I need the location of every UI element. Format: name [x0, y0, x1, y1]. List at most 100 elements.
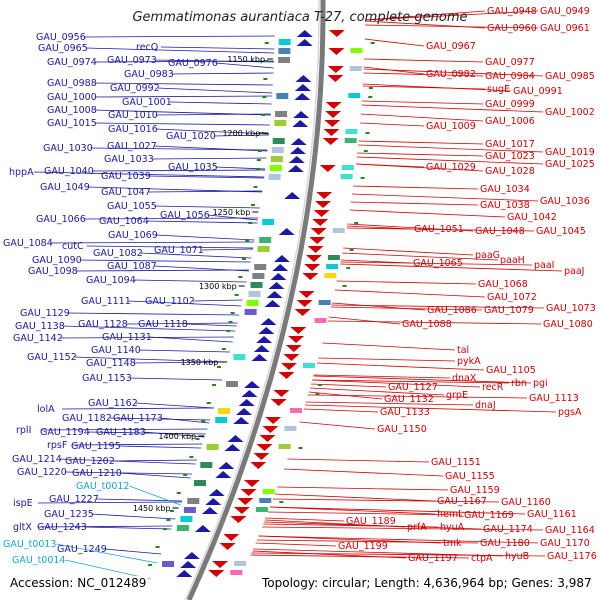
forward-gene-label: GAU_1008	[47, 105, 97, 116]
reverse-gene-label: GAU_1151	[431, 457, 481, 468]
forward-gene-label: GAU_1071	[154, 245, 204, 256]
leader-line	[340, 261, 533, 266]
green-marker	[226, 330, 231, 332]
function-block	[262, 489, 275, 494]
forward-gene-arrow	[284, 192, 301, 199]
reverse-gene-arrow	[328, 30, 345, 37]
leader-line	[155, 113, 271, 116]
leader-line	[85, 47, 275, 54]
forward-gene-label: GAU_1020	[166, 131, 216, 142]
forward-gene-arrow	[287, 165, 304, 172]
forward-gene-arrow	[295, 75, 312, 82]
reverse-gene-arrow	[250, 462, 267, 469]
forward-gene-label: GAU_1027	[107, 141, 157, 152]
reverse-gene-arrow	[310, 228, 327, 235]
function-block	[340, 174, 353, 179]
scale-tick-label: 1250 kbp	[213, 208, 251, 217]
leader-line	[155, 128, 270, 135]
reverse-gene-arrow	[278, 372, 295, 379]
green-marker	[176, 492, 181, 494]
green-marker	[261, 114, 266, 116]
forward-gene-arrow	[208, 489, 225, 496]
reverse-gene-label: paaJ	[564, 266, 584, 277]
scale-tick-label: 1200 kbp	[222, 129, 260, 138]
leader-line	[104, 548, 162, 555]
reverse-gene-arrow	[316, 192, 333, 199]
genome-backbone	[184, 0, 326, 600]
leader-line	[316, 362, 485, 371]
leader-line	[258, 535, 539, 544]
forward-gene-label: GAU_1220	[17, 467, 67, 478]
function-block	[275, 111, 288, 117]
leader-line	[361, 100, 484, 105]
forward-gene-label: GAU_1015	[47, 118, 97, 129]
function-block	[250, 282, 263, 288]
forward-gene-label: lolA	[37, 404, 55, 415]
trna-leader-line	[56, 543, 158, 564]
leader-line	[79, 259, 251, 263]
reverse-gene-label: sugE	[487, 84, 510, 95]
reverse-gene-label: ctpA	[471, 553, 493, 564]
reverse-gene-arrow	[212, 561, 229, 568]
reverse-gene-arrow	[244, 480, 260, 487]
forward-gene-label: GAU_1182	[62, 413, 112, 424]
reverse-gene-label: GAU_1068	[478, 279, 528, 290]
accession-text: Accession: NC_012489	[8, 576, 149, 590]
reverse-gene-label: GAU_0967	[426, 41, 476, 52]
reverse-gene-label: GAU_0984	[485, 71, 535, 82]
forward-gene-arrow	[183, 552, 200, 559]
leader-line	[91, 169, 266, 172]
leader-line	[37, 501, 182, 504]
function-block	[290, 408, 302, 413]
reverse-gene-label: paaI	[534, 260, 554, 271]
forward-gene-label: GAU_1227	[49, 494, 99, 505]
backbone-line	[186, 0, 326, 600]
leader-line	[133, 279, 247, 283]
forward-gene-label: GAU_1016	[108, 124, 158, 135]
function-block	[348, 93, 361, 98]
function-block	[278, 57, 291, 63]
green-marker	[262, 96, 267, 98]
reverse-gene-label: GAU_1029	[426, 162, 476, 173]
trna-leader-line	[65, 559, 151, 580]
green-marker	[346, 267, 351, 269]
reverse-gene-arrow	[290, 327, 307, 334]
reverse-gene-label: GAU_1048	[475, 226, 525, 237]
forward-gene-label: GAU_1138	[15, 321, 65, 332]
reverse-gene-arrow	[309, 237, 326, 244]
forward-gene-arrow	[268, 282, 285, 289]
green-marker	[189, 456, 194, 458]
leader-line	[267, 511, 463, 516]
reverse-gene-label: dnaX	[452, 373, 477, 384]
reverse-gene-label: GAU_1036	[540, 196, 590, 207]
forward-gene-label: GAU_1128	[78, 319, 128, 330]
function-block	[187, 498, 200, 504]
leader-line	[148, 190, 263, 193]
green-marker	[368, 87, 373, 89]
forward-gene-label: GAU_1111	[81, 296, 131, 307]
leader-line	[287, 458, 430, 463]
green-marker	[360, 177, 365, 179]
green-marker	[206, 402, 211, 404]
reverse-gene-label: GAU_1170	[540, 538, 590, 549]
reverse-gene-label: GAU_0960	[487, 23, 537, 34]
leader-line	[94, 95, 273, 98]
leader-line	[87, 431, 206, 435]
trna-label: GAU_t0013	[3, 539, 56, 550]
forward-gene-label: GAU_1084	[3, 238, 53, 249]
leader-line	[277, 486, 449, 491]
reverse-gene-label: GAU_1127	[388, 382, 438, 393]
leader-line	[361, 104, 544, 113]
reverse-gene-label: hyuB	[505, 551, 529, 562]
forward-gene-label: GAU_1142	[13, 333, 63, 344]
function-block	[176, 525, 189, 531]
green-marker	[212, 384, 216, 386]
function-block	[262, 219, 275, 225]
reverse-gene-arrow	[253, 453, 270, 460]
function-block	[326, 264, 339, 269]
forward-gene-arrow	[227, 435, 244, 442]
function-block	[344, 138, 357, 143]
reverse-gene-label: GAU_1072	[487, 292, 537, 303]
forward-gene-arrow	[244, 381, 260, 388]
leader-line	[303, 408, 379, 413]
